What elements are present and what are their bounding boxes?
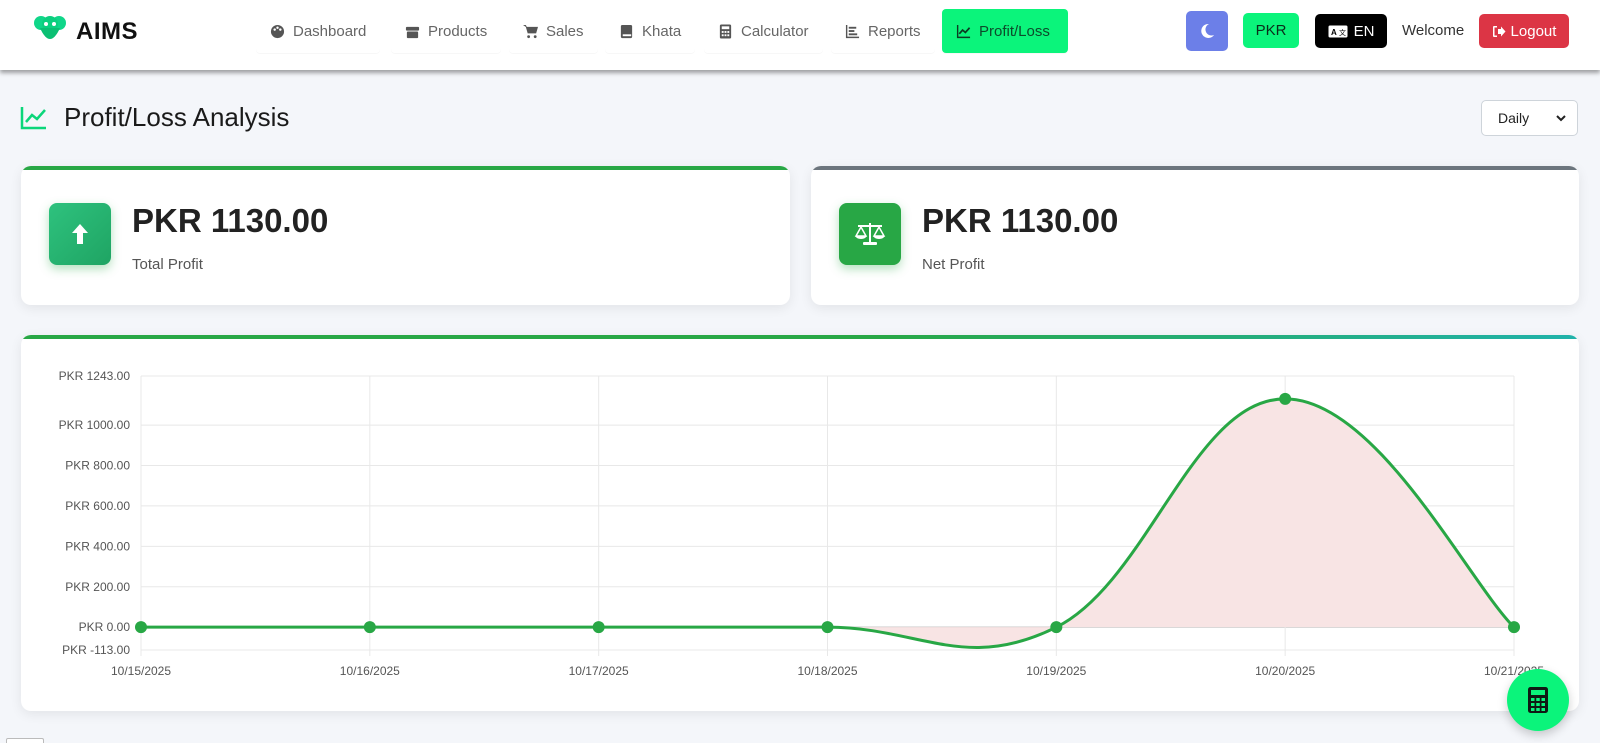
arrow-up-icon — [72, 224, 88, 244]
nav-label: Sales — [546, 22, 584, 40]
net-profit-card: PKR 1130.00 Net Profit — [811, 166, 1579, 305]
y-tick-label: PKR 0.00 — [79, 620, 131, 634]
language-label: EN — [1353, 22, 1375, 40]
svg-text:A: A — [1331, 28, 1337, 37]
period-value: Daily — [1498, 110, 1530, 126]
nav-label: Products — [428, 22, 488, 40]
card-accent-bar — [21, 166, 790, 170]
y-tick-label: PKR -113.00 — [62, 643, 130, 657]
net-profit-label: Net Profit — [922, 256, 985, 273]
palette-icon — [270, 24, 285, 38]
moon-icon — [1201, 23, 1214, 38]
card-accent-bar — [811, 166, 1579, 170]
nav-label: Reports — [868, 22, 921, 40]
page-title: Profit/Loss Analysis — [64, 102, 290, 132]
x-tick-label: 10/18/2025 — [797, 664, 857, 678]
card-accent-bar — [21, 335, 1579, 339]
logout-button[interactable]: Logout — [1479, 14, 1569, 48]
bar-chart-icon — [845, 24, 860, 38]
profit-loss-chart: PKR 1243.00 PKR 1000.00 PKR 800.00 PKR 600.… — [59, 369, 1545, 678]
calculator-icon — [719, 23, 732, 39]
balance-scale-icon — [854, 223, 886, 245]
scroll-corner — [6, 738, 44, 743]
cart-icon — [523, 24, 538, 38]
box-icon — [405, 26, 420, 38]
nav-reports[interactable]: Reports — [831, 9, 935, 53]
data-point — [592, 621, 605, 634]
data-point — [363, 621, 376, 634]
y-tick-label: PKR 200.00 — [65, 580, 130, 594]
y-tick-label: PKR 1000.00 — [59, 418, 131, 432]
nav-profit-loss[interactable]: Profit/Loss — [942, 9, 1068, 53]
currency-button[interactable]: PKR — [1243, 13, 1299, 48]
logo-icon — [34, 16, 66, 39]
x-tick-label: 10/19/2025 — [1026, 664, 1086, 678]
svg-text:文: 文 — [1339, 28, 1346, 37]
data-point — [821, 621, 834, 634]
calculator-icon — [1528, 687, 1548, 713]
x-tick-label: 10/20/2025 — [1255, 664, 1315, 678]
data-point — [135, 621, 147, 634]
logout-label: Logout — [1510, 22, 1557, 40]
data-point — [1050, 621, 1063, 634]
y-tick-label: PKR 800.00 — [65, 459, 130, 473]
total-profit-label: Total Profit — [132, 256, 203, 273]
line-chart-icon — [956, 24, 971, 38]
period-select[interactable]: Daily — [1481, 100, 1578, 136]
nav-label: Calculator — [741, 22, 809, 40]
total-profit-card: PKR 1130.00 Total Profit — [21, 166, 790, 305]
x-tick-label: 10/17/2025 — [569, 664, 629, 678]
brand-name: AIMS — [76, 18, 138, 45]
y-tick-label: PKR 1243.00 — [59, 369, 131, 383]
nav-products[interactable]: Products — [391, 9, 501, 53]
book-icon — [620, 24, 633, 38]
x-tick-label: 10/16/2025 — [340, 664, 400, 678]
theme-toggle-button[interactable] — [1186, 11, 1228, 51]
nav-label: Khata — [642, 22, 682, 40]
data-point — [1279, 392, 1292, 405]
nav-dashboard[interactable]: Dashboard — [256, 9, 380, 53]
brand[interactable]: AIMS — [32, 14, 138, 50]
top-navbar: AIMS Dashboard Products Sales Khata Calc… — [0, 0, 1600, 70]
page-header: Profit/Loss Analysis — [20, 102, 289, 133]
data-point — [1508, 621, 1520, 634]
profit-loss-chart-card: PKR 1243.00 PKR 1000.00 PKR 800.00 PKR 600.… — [21, 335, 1579, 711]
nav-label: Profit/Loss — [979, 22, 1050, 40]
x-tick-label: 10/15/2025 — [111, 664, 171, 678]
welcome-text: Welcome — [1402, 22, 1465, 39]
series-area — [141, 398, 1514, 648]
total-profit-value: PKR 1130.00 — [132, 202, 329, 239]
sign-out-icon — [1492, 25, 1506, 37]
nav-khata[interactable]: Khata — [605, 9, 695, 53]
nav-calculator[interactable]: Calculator — [704, 9, 823, 53]
nav-sales[interactable]: Sales — [509, 9, 598, 53]
net-profit-value: PKR 1130.00 — [922, 202, 1119, 239]
stat-icon-box — [49, 203, 111, 265]
y-tick-label: PKR 600.00 — [65, 499, 130, 513]
nav-label: Dashboard — [293, 22, 367, 40]
y-tick-label: PKR 400.00 — [65, 539, 130, 553]
chevron-down-icon — [1556, 115, 1566, 122]
calculator-fab-button[interactable] — [1507, 669, 1569, 731]
line-chart-icon — [20, 106, 46, 129]
stat-icon-box — [839, 203, 901, 265]
